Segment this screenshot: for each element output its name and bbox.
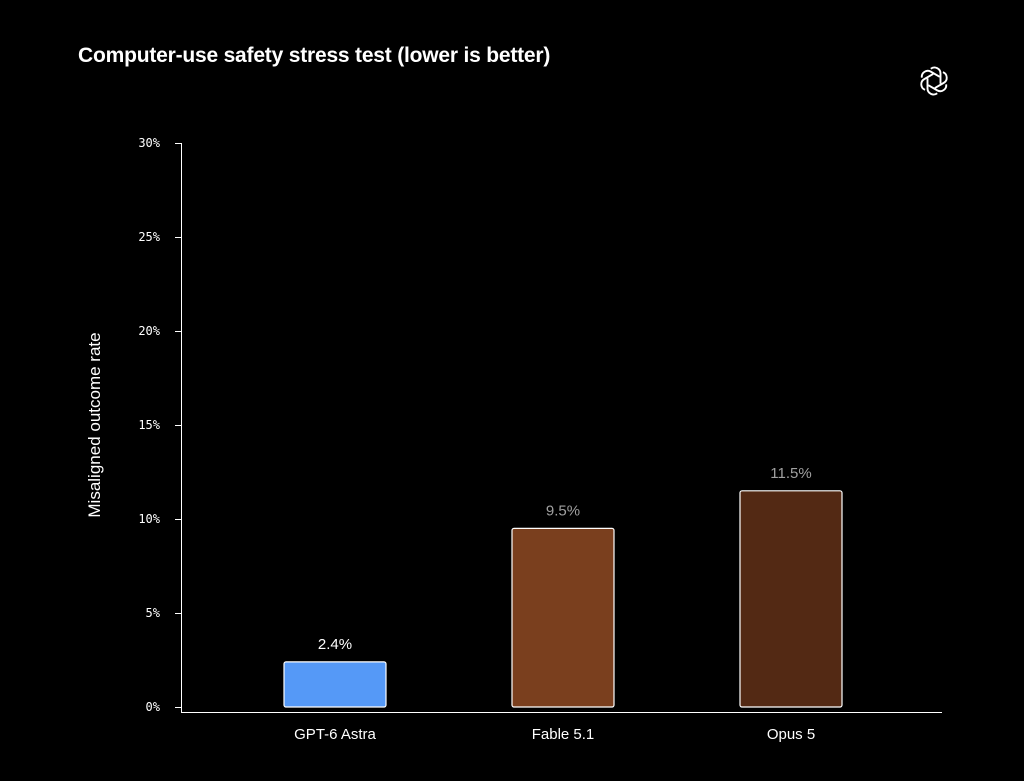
y-tick-label: 20% [138,324,160,338]
category-label: Fable 5.1 [532,726,595,743]
y-tick-label: 25% [138,230,160,244]
value-label: 2.4% [318,636,352,653]
category-labels: GPT-6 Astra Fable 5.1 Opus 5 [294,726,815,743]
y-tick-label: 5% [146,606,161,620]
y-ticks: 0% 5% 10% 15% 20% 25% 30% [138,136,181,714]
chart-title: Computer-use safety stress test (lower i… [78,44,551,67]
y-axis-label: Misaligned outcome rate [85,332,104,517]
y-tick-label: 10% [138,512,160,526]
value-labels: 2.4% 9.5% 11.5% [318,465,812,653]
value-label: 11.5% [770,465,811,482]
openai-logo-icon [920,66,948,96]
category-label: Opus 5 [767,726,815,743]
y-axis-label-text: Misaligned outcome rate [85,332,104,517]
y-tick-label: 30% [138,136,160,150]
axes [181,143,942,713]
y-tick-label: 0% [146,700,161,714]
bar-opus-5 [739,490,843,708]
y-tick-label: 15% [138,418,160,432]
category-label: GPT-6 Astra [294,726,376,743]
value-label: 9.5% [546,502,580,519]
bar-gpt-6-astra [283,661,387,708]
bar-fable-5-1 [511,527,615,708]
bars [283,490,843,708]
